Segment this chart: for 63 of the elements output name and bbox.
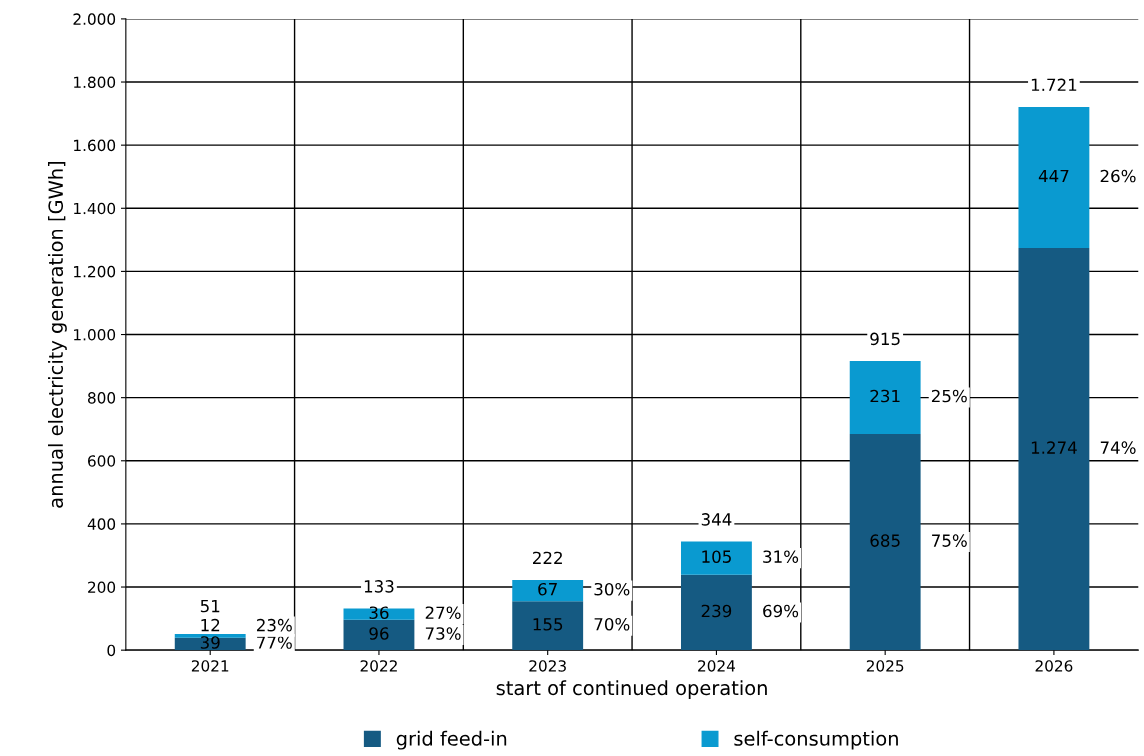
annotation: 77%	[257, 636, 292, 649]
bar	[343, 608, 415, 620]
x-axis-title: start of continued operation	[496, 680, 767, 700]
x-tick-label: 2023	[529, 660, 566, 672]
legend-label: self-consumption	[734, 730, 898, 750]
bar	[680, 541, 752, 575]
total-label: 915	[870, 332, 900, 346]
y-tick-label: 600	[88, 455, 116, 467]
data-label: 155	[533, 618, 563, 631]
annotation: 25%	[931, 389, 967, 403]
x-tick-label: 2025	[866, 660, 904, 672]
data-label: 39	[200, 636, 220, 649]
annotation: 27%	[425, 606, 461, 620]
data-label: 685	[870, 534, 900, 547]
annotation: 23%	[256, 618, 292, 632]
data-label: 447	[1038, 169, 1069, 183]
total-label: 222	[533, 551, 562, 564]
y-tick-label: 800	[87, 392, 116, 404]
y-tick-label: 0	[107, 644, 116, 657]
annotation: 74%	[1100, 441, 1136, 454]
bar	[512, 580, 584, 602]
y-tick-label: 1.200	[74, 265, 116, 278]
data-label: 239	[701, 604, 732, 618]
y-tick-label: 1.800	[74, 76, 116, 89]
annotation: 75%	[932, 534, 967, 547]
bar	[174, 634, 246, 638]
data-label: 12	[201, 618, 220, 632]
total-label: 51	[200, 599, 220, 613]
x-tick-label: 2024	[698, 660, 736, 672]
x-tick-label: 2022	[360, 660, 397, 672]
y-tick-label: 1.400	[74, 202, 116, 215]
legend-label: grid feed-in	[396, 730, 507, 750]
total-label: 1.721	[1031, 78, 1077, 91]
data-label: 67	[538, 582, 557, 596]
y-tick-label: 2.000	[73, 13, 116, 25]
annotation: 26%	[1100, 169, 1136, 183]
y-tick-label: 1.000	[74, 329, 116, 341]
annotation: 73%	[425, 627, 461, 640]
bar	[174, 637, 246, 651]
total-label: 133	[364, 580, 394, 593]
data-label: 231	[870, 389, 900, 403]
x-tick-label: 2021	[191, 660, 229, 672]
x-tick-label: 2026	[1035, 660, 1073, 672]
bar	[849, 433, 921, 651]
total-label: 344	[701, 513, 732, 526]
data-label: 105	[702, 550, 731, 563]
data-label: 36	[369, 606, 389, 620]
bar	[849, 361, 921, 434]
bar	[343, 619, 415, 651]
bar	[1018, 106, 1090, 249]
bar	[512, 601, 584, 651]
annotation: 31%	[763, 550, 799, 563]
annotation: 69%	[763, 604, 799, 618]
y-tick-label: 400	[87, 518, 116, 530]
annotation: 70%	[594, 617, 630, 631]
y-tick-label: 1.600	[74, 139, 116, 152]
data-label: 96	[369, 627, 389, 640]
data-label: 1.274	[1031, 441, 1077, 454]
y-axis-title: annual electricity generation [GWh]	[48, 161, 67, 508]
annotation: 30%	[594, 582, 630, 596]
bar	[1018, 248, 1090, 651]
y-tick-label: 200	[88, 581, 116, 594]
bar	[680, 574, 752, 651]
